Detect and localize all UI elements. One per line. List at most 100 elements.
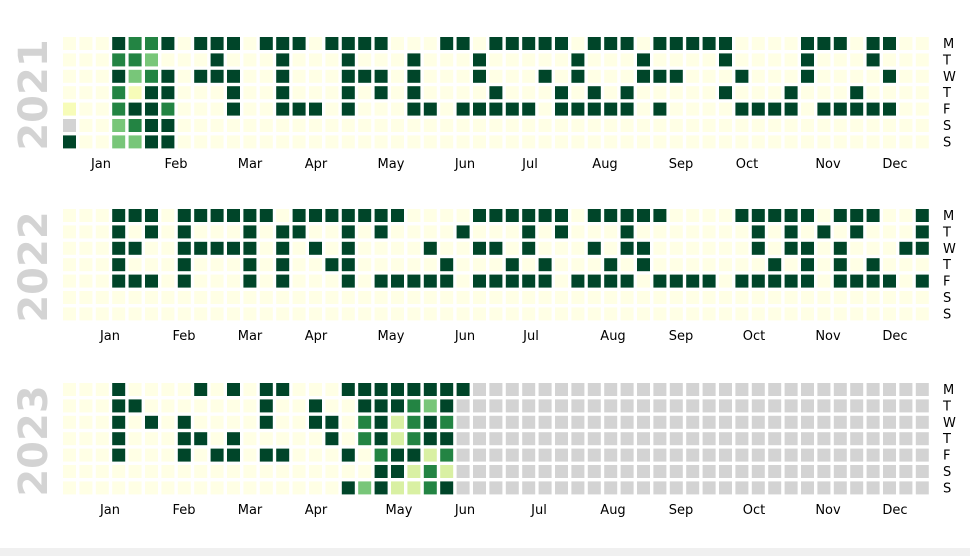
day-cell [79,241,93,255]
day-cell [161,241,175,255]
day-cell [669,432,683,446]
day-cell [735,135,749,149]
day-cell [686,274,700,288]
day-cell [833,209,847,222]
day-cell [571,209,585,222]
day-cell [63,241,76,255]
day-cell [505,53,519,67]
day-cell [407,102,421,116]
day-cell [538,383,552,396]
day-cell [489,274,503,288]
day-cell [505,69,519,83]
day-cell [653,37,667,50]
day-cell [63,209,76,222]
day-cell [391,399,404,413]
day-cell [719,448,732,462]
day-cell [587,135,601,149]
day-cell [735,291,749,304]
day-cell [735,383,749,396]
month-label: Jun [454,329,475,344]
day-cell [79,307,93,321]
day-cell [751,69,765,83]
day-cell [784,465,798,478]
day-cell [768,37,782,50]
day-cell [686,102,700,116]
day-cell [79,258,93,272]
day-cell [473,119,486,132]
day-cell [194,448,208,462]
day-cell [489,399,503,413]
day-cell [784,448,798,462]
day-cell [866,258,880,272]
day-cell [850,37,864,50]
day-cell [341,291,355,304]
day-cell [407,448,421,462]
day-cell [719,399,732,413]
year-label: 2021 [11,39,57,150]
day-cell [194,69,208,83]
day-cell [423,307,437,321]
day-cell [259,307,273,321]
day-cell [866,481,880,495]
day-cell [489,432,503,446]
day-cell [751,225,765,239]
month-label: Oct [743,329,765,344]
day-cell [194,241,208,255]
day-cell [227,432,240,446]
day-cell [899,307,913,321]
day-cell [95,481,109,495]
day-cell [538,258,552,272]
day-cell [751,465,765,478]
day-cell [341,432,355,446]
weekday-label: T [942,53,951,68]
day-cell [522,399,536,413]
day-cell [735,225,749,239]
day-cell [555,241,568,255]
day-cell [194,135,208,149]
day-cell [112,291,126,304]
day-cell [391,102,404,116]
day-cell [63,37,76,50]
day-cell [79,209,93,222]
day-cell [587,86,601,100]
day-cell [604,135,618,149]
day-cell [423,53,437,67]
day-cell [620,274,634,288]
day-cell [112,481,126,495]
day-cell [653,53,667,67]
month-label: Dec [882,329,907,344]
day-cell [456,415,470,429]
day-cell [686,241,700,255]
day-cell [63,69,76,83]
day-cell [620,241,634,255]
day-cell [620,448,634,462]
day-cell [817,307,831,321]
day-cell [505,86,519,100]
day-cell [456,69,470,83]
day-cell [817,102,831,116]
day-cell [391,53,404,67]
month-label: Jul [522,329,539,344]
day-cell [128,241,142,255]
day-cell [768,448,782,462]
day-cell [915,274,929,288]
month-label: May [378,157,405,172]
day-cell [489,37,503,50]
day-cell [79,291,93,304]
day-cell [407,135,421,149]
day-cell [309,399,322,413]
day-cell [883,53,896,67]
day-cell [227,225,240,239]
month-label: Apr [305,503,328,518]
day-cell [407,291,421,304]
day-cell [112,399,126,413]
day-cell [571,291,585,304]
day-cell [456,225,470,239]
day-cell [374,86,388,100]
day-cell [423,135,437,149]
weekday-label: S [943,135,951,150]
day-cell [735,399,749,413]
day-cell [292,383,306,396]
month-label: Dec [882,157,907,172]
day-cell [391,86,404,100]
